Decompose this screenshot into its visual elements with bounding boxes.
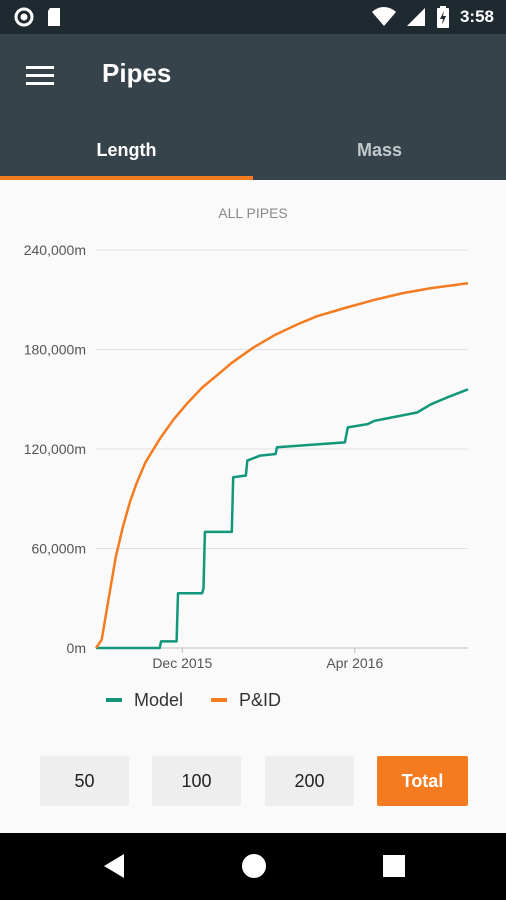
system-nav-bar xyxy=(0,833,506,900)
y-tick-label: 180,000m xyxy=(24,342,86,358)
range-50-button[interactable]: 50 xyxy=(40,756,129,806)
app-bar: Pipes Length Mass xyxy=(0,34,506,180)
hamburger-menu-icon[interactable] xyxy=(26,64,54,86)
wifi-icon xyxy=(371,7,396,27)
notification-circle-icon xyxy=(14,7,34,27)
range-total-button[interactable]: Total xyxy=(377,756,468,806)
tab-mass[interactable]: Mass xyxy=(356,139,403,160)
series-line-0 xyxy=(96,388,469,650)
tab-length[interactable]: Length xyxy=(96,139,157,160)
active-tab-indicator xyxy=(0,176,253,180)
range-buttons: 50 100 200 Total xyxy=(0,756,506,808)
x-tick-label: Apr 2016 xyxy=(326,655,383,671)
status-bar: 3:58 xyxy=(0,0,506,34)
chart-title: ALL PIPES xyxy=(218,205,288,221)
recents-icon[interactable] xyxy=(383,855,405,877)
pipes-length-chart: ALL PIPES 0m 60,000m 120,000m 180,000m 240,0… xyxy=(24,205,469,710)
legend-swatch xyxy=(211,698,227,702)
cell-signal-icon xyxy=(406,8,425,26)
y-tick-label: 120,000m xyxy=(24,441,86,457)
legend-label: P&ID xyxy=(239,690,281,710)
home-icon[interactable] xyxy=(241,853,267,879)
battery-charging-icon xyxy=(436,6,449,28)
y-tick-label: 0m xyxy=(67,640,86,656)
legend-label: Model xyxy=(134,690,183,710)
page-title: Pipes xyxy=(102,58,172,88)
range-200-button[interactable]: 200 xyxy=(265,756,354,806)
series-line-1 xyxy=(94,281,469,649)
range-100-button[interactable]: 100 xyxy=(152,756,241,806)
y-tick-label: 60,000m xyxy=(32,541,86,557)
tab-bar: Length Mass xyxy=(0,120,506,180)
status-time: 3:58 xyxy=(459,7,494,26)
legend-swatch xyxy=(106,698,122,702)
y-tick-label: 240,000m xyxy=(24,242,86,258)
back-icon[interactable] xyxy=(102,853,126,879)
sd-card-icon xyxy=(48,8,60,26)
x-tick-label: Dec 2015 xyxy=(152,655,212,671)
